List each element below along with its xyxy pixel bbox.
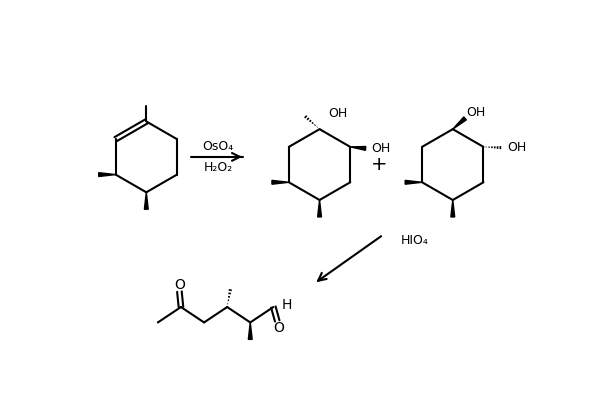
Polygon shape <box>272 180 289 184</box>
Polygon shape <box>98 173 115 177</box>
Text: O: O <box>274 321 284 335</box>
Polygon shape <box>451 200 455 217</box>
Polygon shape <box>144 192 148 209</box>
Text: HIO₄: HIO₄ <box>400 234 428 247</box>
Text: OH: OH <box>466 106 486 119</box>
Text: OsO₄: OsO₄ <box>202 139 234 153</box>
Text: O: O <box>174 278 185 292</box>
Text: H₂O₂: H₂O₂ <box>204 161 233 174</box>
Polygon shape <box>453 117 466 129</box>
Polygon shape <box>318 200 321 217</box>
Text: OH: OH <box>371 142 391 155</box>
Polygon shape <box>405 180 422 184</box>
Text: H: H <box>282 299 292 312</box>
Text: +: + <box>371 155 387 174</box>
Text: OH: OH <box>508 141 527 154</box>
Text: OH: OH <box>329 107 348 120</box>
Polygon shape <box>350 146 366 151</box>
Polygon shape <box>248 322 252 339</box>
FancyBboxPatch shape <box>75 47 544 366</box>
